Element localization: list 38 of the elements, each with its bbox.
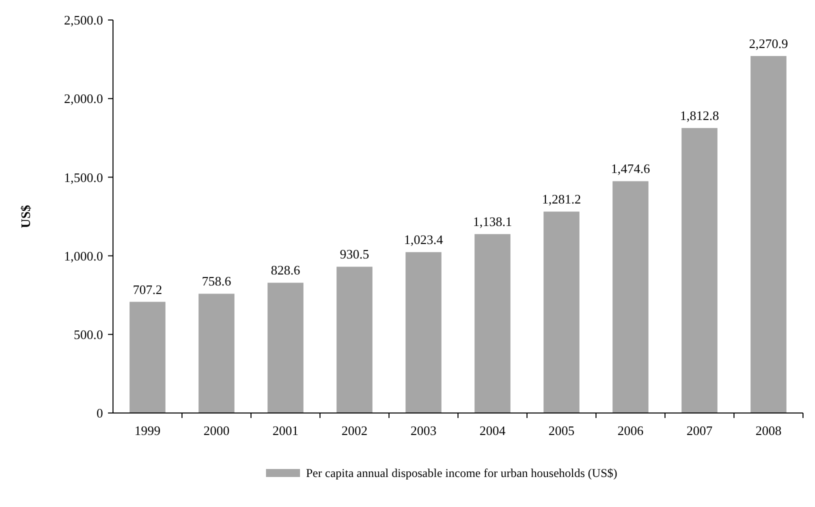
x-tick-label: 2006 (618, 423, 644, 438)
y-tick-label: 500.0 (74, 326, 103, 342)
bar (682, 128, 718, 413)
y-tick-label: 1,500.0 (64, 170, 103, 185)
legend-label: Per capita annual disposable income for urban households (US$) (306, 466, 618, 480)
data-label: 1,812.8 (680, 108, 719, 124)
data-label: 930.5 (340, 246, 370, 262)
data-label: 828.6 (270, 262, 301, 278)
data-label: 758.6 (202, 274, 232, 289)
x-tick-label: 2008 (756, 423, 782, 438)
bar (406, 252, 442, 413)
x-tick-label: 2002 (342, 423, 368, 438)
x-tick-label: 2004 (480, 423, 506, 438)
data-label: 1,138.1 (473, 214, 512, 230)
bar (544, 212, 580, 413)
y-tick-label: 2,000.0 (64, 91, 103, 106)
data-label: 2,270.9 (749, 36, 788, 52)
bar (198, 294, 234, 413)
data-label: 707.2 (132, 282, 162, 297)
y-tick-label: 1,000.0 (64, 248, 103, 264)
x-tick-label: 1999 (134, 423, 160, 438)
y-tick-label: 2,500.0 (64, 12, 103, 28)
bar (130, 302, 166, 413)
bar (336, 266, 372, 413)
bar (750, 56, 786, 413)
x-tick-label: 2005 (548, 423, 574, 438)
data-label: 1,474.6 (611, 161, 650, 176)
data-label: 1,023.4 (404, 232, 444, 248)
y-axis-title: US$ (18, 204, 33, 228)
x-tick-label: 2001 (272, 423, 298, 438)
data-label: 1,281.2 (542, 192, 581, 207)
bar (474, 234, 510, 413)
bar (612, 181, 648, 413)
x-tick-label: 2003 (410, 423, 436, 438)
x-tick-label: 2007 (686, 423, 713, 438)
y-tick-label: 0 (96, 406, 103, 421)
bar (268, 282, 304, 413)
x-tick-label: 2000 (204, 423, 230, 438)
